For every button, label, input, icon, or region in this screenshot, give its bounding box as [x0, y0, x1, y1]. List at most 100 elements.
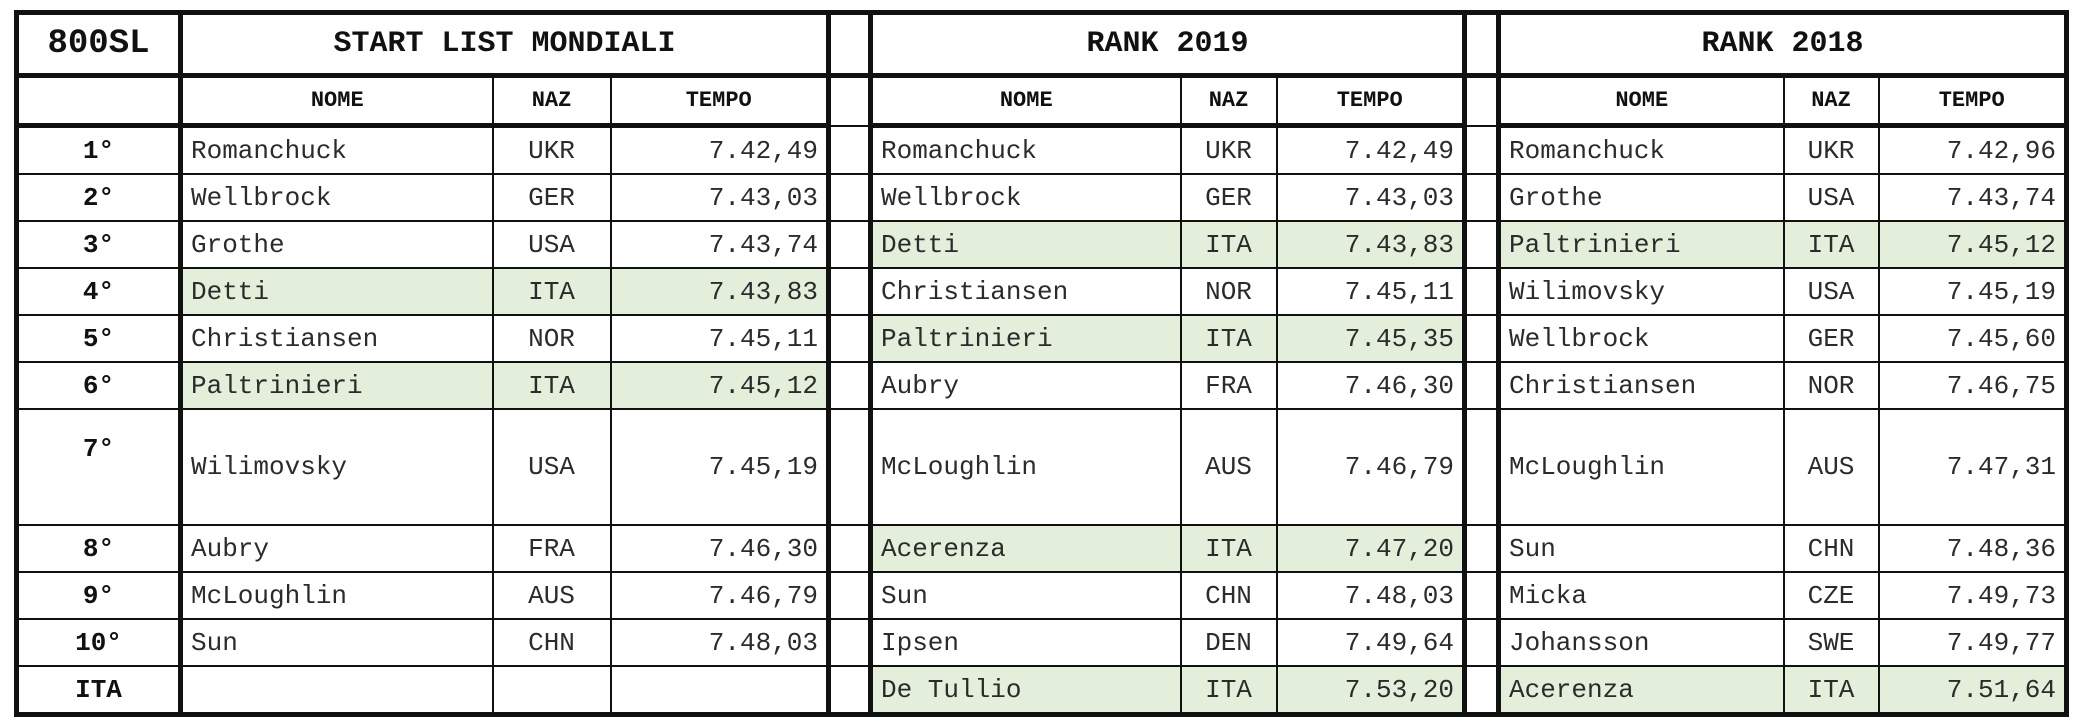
column-gap: [827, 524, 873, 573]
athlete-name: Paltrinieri: [869, 314, 1182, 363]
athlete-name: [179, 665, 494, 717]
athlete-nation: GER: [1782, 314, 1880, 363]
athlete-name: Sun: [1497, 524, 1785, 573]
column-gap: [1463, 408, 1501, 526]
athlete-nation: USA: [1782, 267, 1880, 316]
row-position: 8°: [14, 524, 183, 573]
athlete-time: 7.43,74: [609, 220, 831, 269]
athlete-nation: DEN: [1179, 618, 1278, 667]
athlete-name: Aubry: [179, 524, 494, 573]
athlete-nation: ITA: [1179, 524, 1278, 573]
column-gap: [827, 408, 873, 526]
column-gap: [1463, 173, 1501, 222]
athlete-nation: CZE: [1782, 571, 1880, 620]
column-gap: [1463, 571, 1501, 620]
athlete-nation: USA: [1782, 173, 1880, 222]
column-gap: [827, 571, 873, 620]
column-gap: [1463, 665, 1501, 717]
row-position: 9°: [14, 571, 183, 620]
athlete-time: 7.45,12: [1877, 220, 2069, 269]
athlete-time: 7.49,73: [1877, 571, 2069, 620]
athlete-time: 7.42,49: [609, 123, 831, 175]
athlete-name: Christiansen: [869, 267, 1182, 316]
athlete-nation: GER: [1179, 173, 1278, 222]
event-code: 800SL: [14, 10, 183, 77]
athlete-time: 7.45,19: [1877, 267, 2069, 316]
row-position: 10°: [14, 618, 183, 667]
athlete-name: Romanchuck: [869, 123, 1182, 175]
athlete-time: 7.43,03: [1275, 173, 1467, 222]
header-time: TEMPO: [1275, 73, 1467, 127]
athlete-name: De Tullio: [869, 665, 1182, 717]
athlete-time: 7.45,60: [1877, 314, 2069, 363]
section-title-rank-2018: RANK 2018: [1497, 10, 2069, 77]
athlete-time: 7.47,20: [1275, 524, 1467, 573]
athlete-nation: NOR: [1179, 267, 1278, 316]
athlete-time: 7.43,83: [609, 267, 831, 316]
table-row: 8° Aubry FRA 7.46,30 Acerenza ITA 7.47,20 Sun CH…: [14, 524, 2069, 573]
athlete-time: 7.46,79: [1275, 408, 1467, 526]
athlete-time: 7.45,35: [1275, 314, 1467, 363]
athlete-nation: AUS: [1782, 408, 1880, 526]
row-position: 4°: [14, 267, 183, 316]
athlete-time: 7.48,36: [1877, 524, 2069, 573]
athlete-time: 7.42,96: [1877, 123, 2069, 175]
table-row: 5° Christiansen NOR 7.45,11 Paltrinieri ITA 7.…: [14, 314, 2069, 363]
athlete-nation: [491, 665, 612, 717]
athlete-name: Johansson: [1497, 618, 1785, 667]
column-gap: [827, 173, 873, 222]
athlete-time: 7.46,75: [1877, 361, 2069, 410]
athlete-time: 7.45,12: [609, 361, 831, 410]
column-gap: [1463, 361, 1501, 410]
athlete-nation: CHN: [1179, 571, 1278, 620]
athlete-nation: ITA: [1179, 314, 1278, 363]
column-gap: [827, 361, 873, 410]
athlete-name: Wellbrock: [869, 173, 1182, 222]
column-gap: [1463, 124, 1501, 175]
athlete-time: 7.48,03: [609, 618, 831, 667]
row-position: 6°: [14, 361, 183, 410]
athlete-name: Acerenza: [869, 524, 1182, 573]
athlete-name: Detti: [179, 267, 494, 316]
athlete-time: 7.49,64: [1275, 618, 1467, 667]
row-position: 3°: [14, 220, 183, 269]
athlete-nation: AUS: [491, 571, 612, 620]
athlete-time: 7.53,20: [1275, 665, 1467, 717]
athlete-time: 7.43,83: [1275, 220, 1467, 269]
header-nat: NAZ: [491, 73, 612, 127]
column-gap: [827, 10, 873, 77]
athlete-name: Detti: [869, 220, 1182, 269]
row-position: 2°: [14, 173, 183, 222]
athlete-time: 7.43,03: [609, 173, 831, 222]
header-time: TEMPO: [1877, 73, 2069, 127]
athlete-name: Ipsen: [869, 618, 1182, 667]
column-gap: [1463, 618, 1501, 667]
athlete-time: 7.51,64: [1877, 665, 2069, 717]
athlete-name: Wellbrock: [1497, 314, 1785, 363]
athlete-nation: NOR: [491, 314, 612, 363]
athlete-name: McLoughlin: [1497, 408, 1785, 526]
athlete-name: Micka: [1497, 571, 1785, 620]
athlete-time: 7.43,74: [1877, 173, 2069, 222]
athlete-name: Paltrinieri: [1497, 220, 1785, 269]
athlete-time: [609, 665, 831, 717]
column-gap: [827, 314, 873, 363]
header-name: NOME: [869, 73, 1182, 127]
athlete-name: Romanchuck: [179, 123, 494, 175]
athlete-name: Paltrinieri: [179, 361, 494, 410]
row-position: 1°: [14, 123, 183, 175]
athlete-nation: USA: [491, 408, 612, 526]
athlete-nation: ITA: [1179, 220, 1278, 269]
athlete-time: 7.47,31: [1877, 408, 2069, 526]
column-gap: [1463, 220, 1501, 269]
athlete-time: 7.46,79: [609, 571, 831, 620]
athlete-name: Christiansen: [179, 314, 494, 363]
results-table: 800SL START LIST MONDIALI RANK 2019 RANK…: [14, 10, 2069, 717]
athlete-name: McLoughlin: [179, 571, 494, 620]
header-nat: NAZ: [1782, 73, 1880, 127]
athlete-nation: FRA: [491, 524, 612, 573]
athlete-nation: ITA: [1179, 665, 1278, 717]
athlete-time: 7.45,11: [609, 314, 831, 363]
table-row: 10° Sun CHN 7.48,03 Ipsen DEN 7.49,64 Johansson…: [14, 618, 2069, 667]
athlete-nation: UKR: [491, 123, 612, 175]
